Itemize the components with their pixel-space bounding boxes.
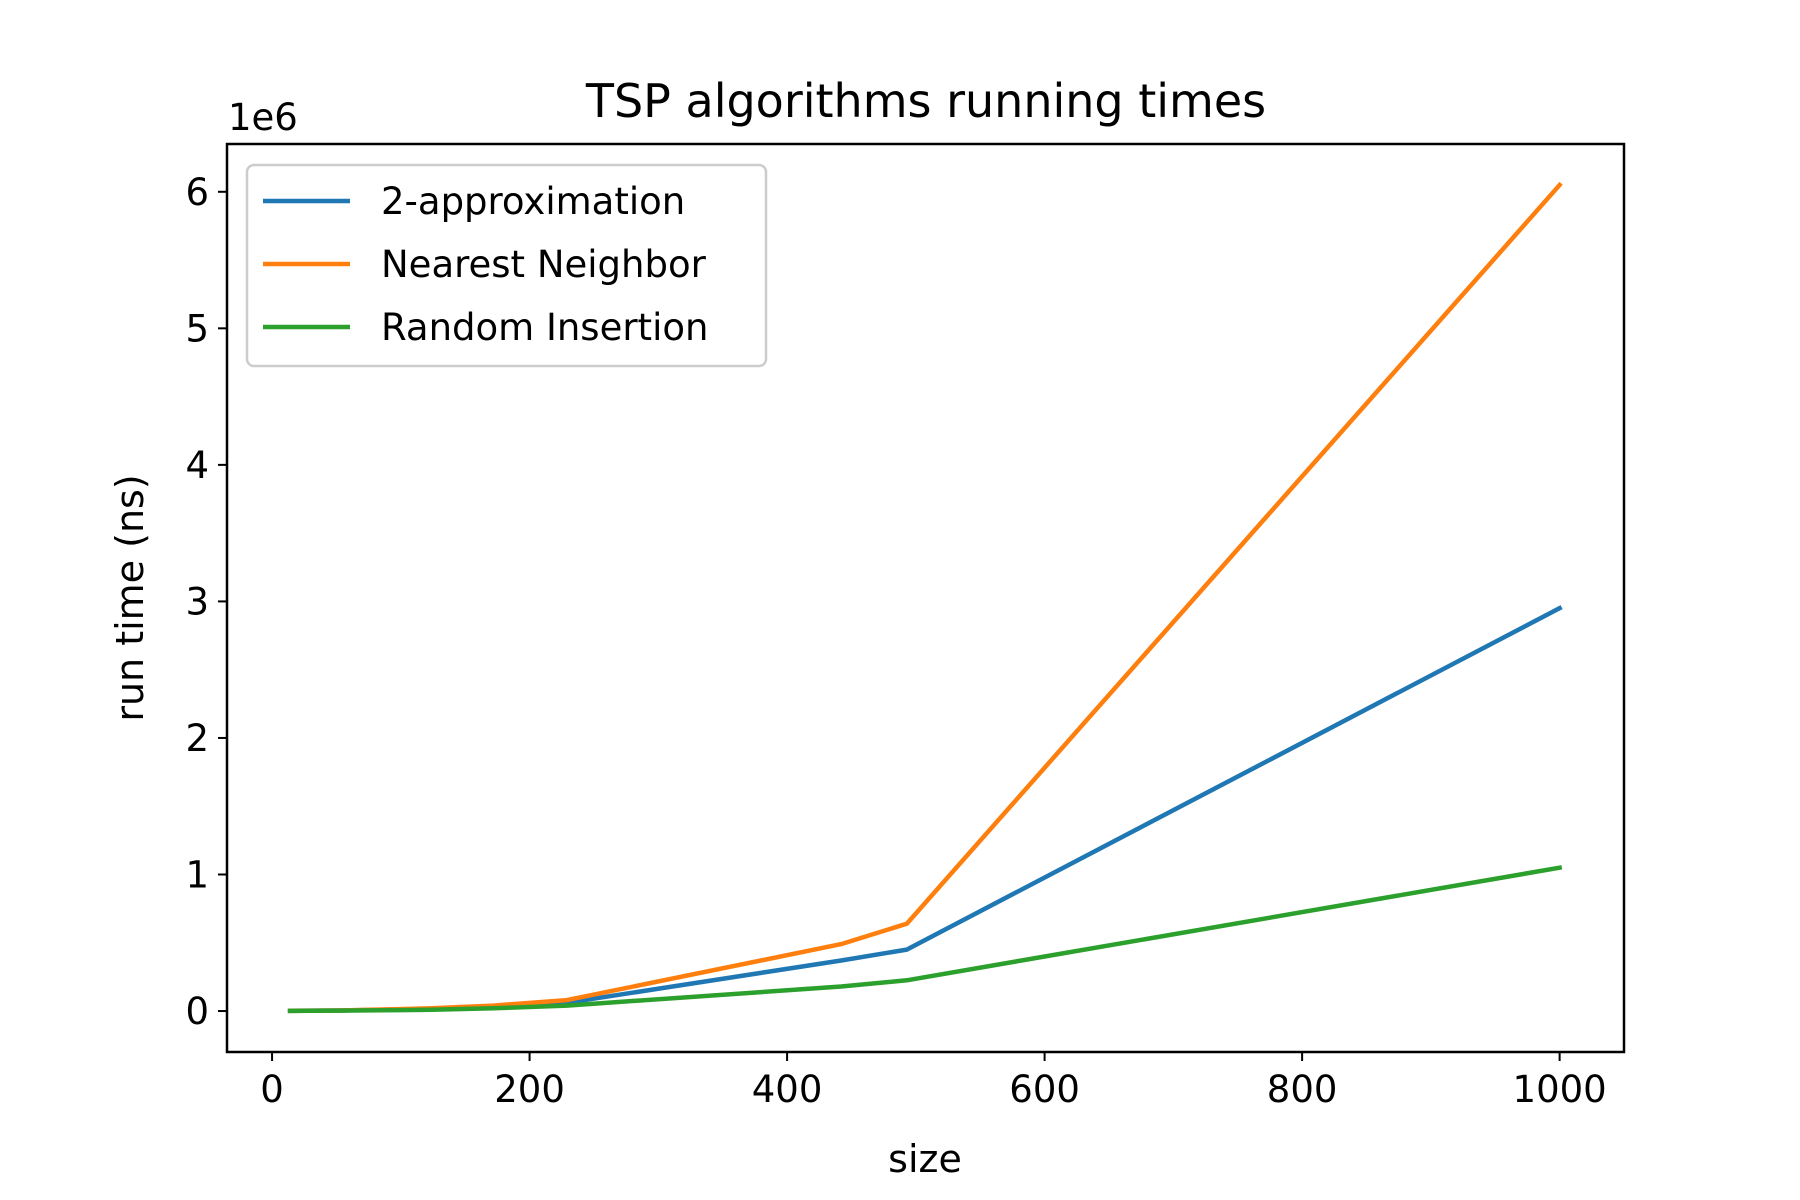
legend-entries: 2-approximation Nearest Neighbor Random In…: [263, 180, 708, 349]
x-tick-label: 600: [1009, 1068, 1080, 1111]
x-axis: 0 200 400 600 800 1000: [260, 1052, 1607, 1111]
x-tick-label: 800: [1267, 1068, 1338, 1111]
y-axis-label: run time (ns): [108, 474, 152, 721]
x-tick-label: 1000: [1513, 1068, 1607, 1111]
y-tick-label: 3: [185, 580, 209, 623]
y-tick-label: 1: [185, 853, 209, 896]
y-tick-label: 2: [185, 717, 209, 760]
y-tick-label: 4: [185, 444, 209, 487]
legend-label-2: Random Insertion: [381, 306, 708, 349]
x-tick-label: 0: [260, 1068, 284, 1111]
x-axis-label: size: [888, 1137, 962, 1181]
x-tick-label: 200: [494, 1068, 565, 1111]
chart-title: TSP algorithms running times: [585, 74, 1266, 128]
y-axis: 0 1 2 3 4 5 6: [185, 171, 227, 1033]
y-offset-label: 1e6: [228, 96, 298, 139]
legend: 2-approximation Nearest Neighbor Random In…: [245, 163, 768, 368]
legend-box: [245, 163, 768, 368]
legend-label-1: Nearest Neighbor: [381, 243, 707, 286]
y-tick-label: 6: [185, 171, 209, 214]
series-line-0: [287, 605, 1563, 1014]
x-tick-label: 400: [752, 1068, 823, 1111]
y-tick-label: 0: [185, 990, 209, 1033]
series-layer: [287, 181, 1563, 1014]
series-line-2: [287, 865, 1563, 1014]
y-tick-label: 5: [185, 307, 209, 350]
plot-area-frame: [225, 142, 1626, 1054]
legend-label-0: 2-approximation: [381, 180, 685, 223]
